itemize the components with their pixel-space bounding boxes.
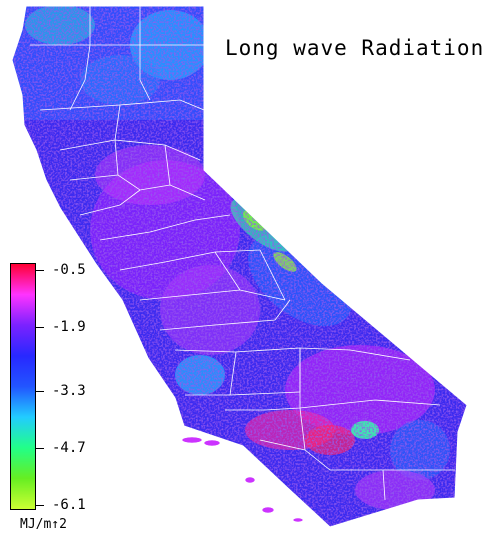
legend-tick-label: -4.7 [52,440,86,456]
county-boundaries [30,6,455,501]
state-outline [11,5,468,528]
legend-unit-label: MJ/m↑2 [20,517,67,532]
legend-tick-mark [36,448,44,449]
legend-tick-label: -0.5 [52,262,86,278]
map-title: Long wave Radiation [225,36,485,60]
legend-tick-mark [36,327,44,328]
color-scale-bar [10,263,36,510]
legend-tick-label: -1.9 [52,319,86,335]
legend-tick-label: -3.3 [52,383,86,399]
channel-islands [181,436,304,523]
legend-tick-mark [36,505,44,506]
legend-tick-label: -6.1 [52,497,86,513]
legend-tick-mark [36,391,44,392]
legend-tick-mark [36,270,44,271]
